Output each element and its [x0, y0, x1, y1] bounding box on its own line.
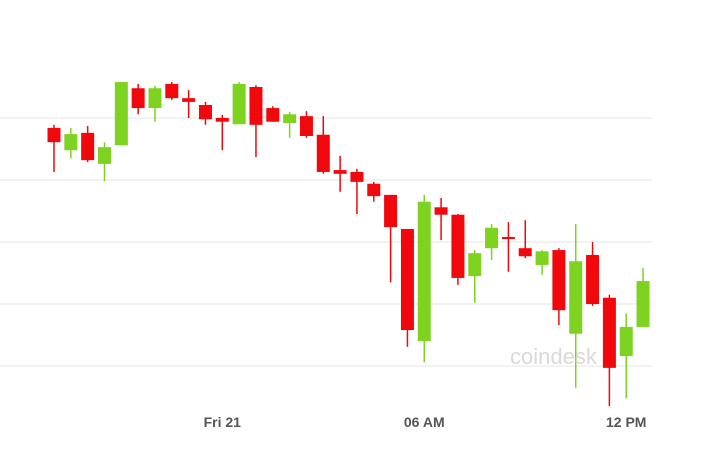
candle-body [182, 98, 196, 102]
candle-body [501, 237, 515, 240]
x-tick-label: 06 AM [404, 414, 445, 430]
candle-body [350, 171, 364, 182]
candle-body [64, 134, 78, 151]
candle-body [249, 87, 263, 125]
candle-body [451, 214, 465, 278]
candle-body [468, 253, 482, 277]
candle-body [619, 326, 633, 357]
candle-body [434, 207, 448, 215]
candle-body [518, 248, 532, 257]
candle-body [148, 88, 162, 109]
candle-body [485, 227, 499, 249]
candle-body [81, 132, 95, 161]
candle-body [299, 116, 313, 136]
candle-body [333, 170, 347, 174]
candle-body [165, 83, 179, 99]
candle-body [602, 297, 616, 368]
candle-body [47, 127, 61, 143]
watermark: coindesk [510, 344, 598, 369]
candle-body [552, 250, 566, 311]
candle-body [636, 281, 650, 327]
candle-body [114, 82, 128, 146]
candle-body [400, 228, 414, 331]
candle-body [97, 147, 111, 164]
candle-body [316, 134, 330, 172]
candle-body [384, 194, 398, 228]
candle-body [367, 183, 381, 197]
candle-body [535, 251, 549, 265]
candle-body [569, 261, 583, 334]
candle-body [283, 114, 297, 123]
candle-body [198, 104, 212, 120]
candle-body [215, 118, 229, 122]
candle-body [131, 88, 145, 109]
x-tick-label: Fri 21 [204, 414, 242, 430]
plot: Fri 21 06 AM 12 PM [0, 82, 652, 430]
candle-body [586, 255, 600, 304]
candle-body [232, 83, 246, 125]
candle-body [266, 108, 280, 122]
candle-body [417, 201, 431, 342]
x-tick-label: 12 PM [606, 414, 646, 430]
